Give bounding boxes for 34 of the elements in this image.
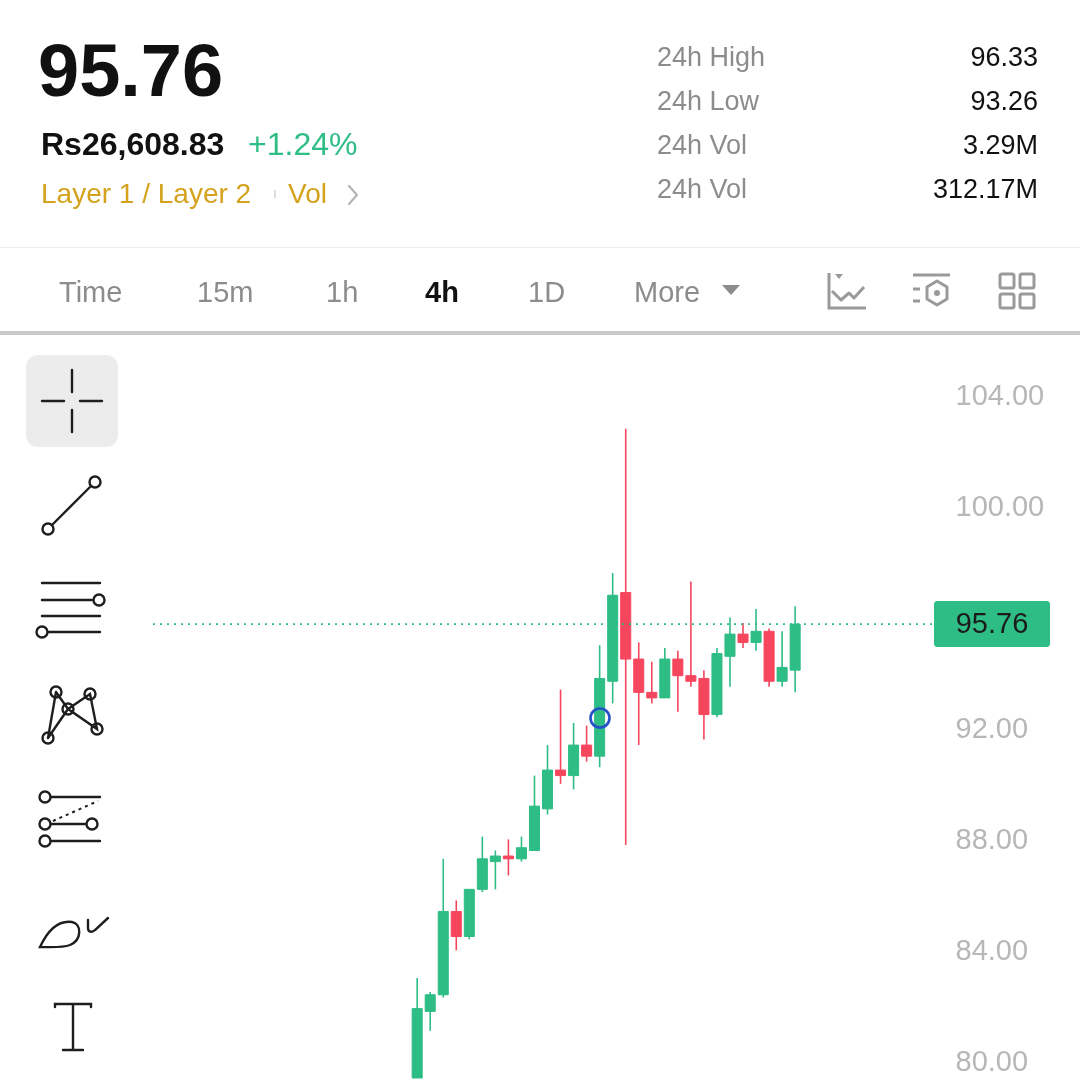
candlestick	[489, 849, 501, 891]
text: 3.29M	[962, 130, 1038, 160]
text: 24h Vol	[657, 174, 748, 204]
y-tick-label: 104.00	[955, 378, 1045, 411]
ref-line-label: 95.76	[955, 607, 1029, 640]
text: Time	[59, 276, 123, 308]
text: 1h	[326, 276, 359, 308]
candlestick	[555, 688, 567, 785]
text: Vol	[288, 178, 327, 209]
text: Rs26,608.83	[41, 126, 225, 162]
text: 15m	[197, 276, 254, 308]
y-tick-label: 88.00	[955, 822, 1029, 855]
text: More	[634, 276, 701, 308]
text: 24h Vol	[657, 130, 748, 160]
y-tick-label: 100.00	[955, 489, 1045, 522]
text: 24h High	[657, 42, 766, 72]
y-tick-label: 84.00	[955, 933, 1029, 966]
text: 96.33	[970, 42, 1038, 72]
candlestick	[424, 991, 436, 1032]
y-tick-label: 92.00	[955, 711, 1029, 744]
candlestick	[646, 661, 658, 705]
candlestick	[737, 622, 749, 649]
y-tick-label: 80.00	[955, 1044, 1029, 1077]
candlestick	[515, 835, 527, 863]
text: 4h	[425, 276, 459, 308]
text: 93.26	[970, 86, 1038, 116]
text: 24h Low	[657, 86, 760, 116]
text: 1D	[528, 276, 566, 308]
text: 95.76	[38, 29, 224, 112]
text: +1.24%	[248, 126, 358, 162]
text: 312.17M	[932, 174, 1038, 204]
candlestick	[581, 724, 593, 763]
candlestick	[502, 838, 514, 877]
text: Layer 1 / Layer 2	[41, 178, 252, 209]
